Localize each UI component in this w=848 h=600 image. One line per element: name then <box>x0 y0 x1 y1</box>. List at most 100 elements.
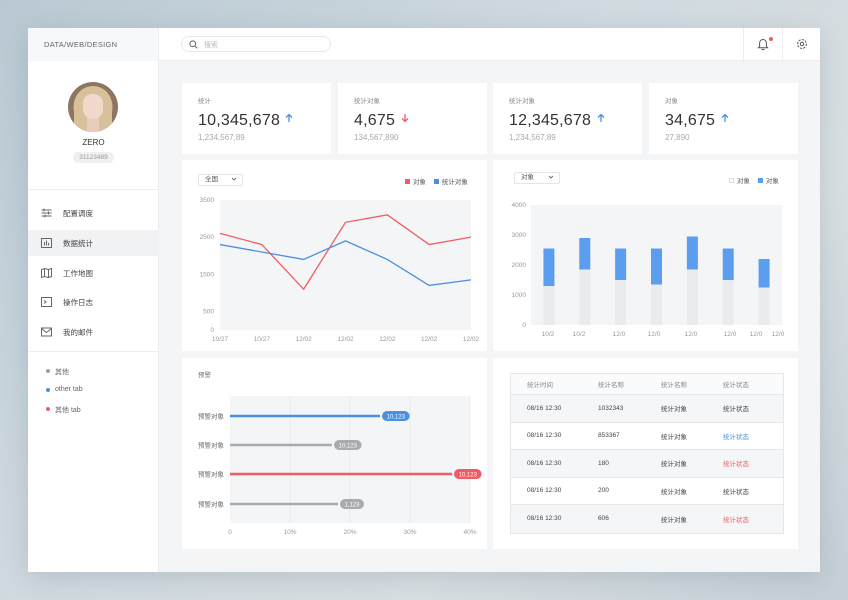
sidebar-item-log[interactable]: 操作日志 <box>28 289 159 315</box>
table-cell-object: 统计对象 <box>661 516 687 524</box>
table-row[interactable]: 08/16 12:30 200 统计对象 统计状态 <box>511 478 783 505</box>
stat-card: 统计对象 4,675 134,567,890 <box>338 83 487 154</box>
y-tick-label: 500 <box>203 308 214 315</box>
search-placeholder: 搜索 <box>204 42 218 49</box>
bar-segment-top <box>686 236 698 270</box>
region-select[interactable]: 全国 <box>198 174 243 186</box>
table-cell-status: 统计状态 <box>723 516 749 524</box>
divider <box>28 351 159 352</box>
table-row[interactable]: 08/16 12:30 1032343 统计对象 统计状态 <box>511 395 783 423</box>
legend-swatch <box>433 179 439 184</box>
bar-segment-base <box>722 280 734 325</box>
arrow-up-icon <box>285 113 293 122</box>
bar-segment-top <box>543 248 555 286</box>
bar-segment-base <box>579 269 591 325</box>
x-tick-label: 40% <box>463 529 476 536</box>
y-tick-label: 0 <box>210 327 214 334</box>
top-bar: DATA/WEB/DESIGN 搜索 <box>28 28 820 61</box>
table-cell-status: 统计状态 <box>723 406 749 414</box>
mail-icon <box>41 327 52 337</box>
table-cell-name: 1032343 <box>598 404 624 412</box>
sidebar-item-label: 我的邮件 <box>63 328 93 337</box>
search-input[interactable]: 搜索 <box>181 36 331 52</box>
warning-chart-title: 预警 <box>198 372 211 379</box>
x-tick-label: 12/02 <box>379 336 396 343</box>
sidebar-item-statistics[interactable]: 数据统计 <box>28 230 159 256</box>
y-tick-label: 3000 <box>512 232 527 239</box>
sidebar-item-config[interactable]: 配置调度 <box>28 200 159 226</box>
table-cell-name: 606 <box>598 515 609 523</box>
x-tick-label: 20% <box>343 529 356 536</box>
bar-chart-card: 对象 对象 对象 4000 3000 2000 1000 0 10/2 10/2 12/0 12… <box>493 160 798 351</box>
tag-item-other-tab[interactable]: other tab <box>28 384 159 398</box>
bar-chart: 4000 3000 2000 1000 0 10/2 10/2 12/0 12/0 12/0 12/… <box>512 202 785 338</box>
legend-swatch <box>405 179 410 184</box>
table-cell-object: 统计对象 <box>661 461 687 469</box>
value-label: 10,123 <box>387 414 406 420</box>
tag-dot <box>46 388 50 392</box>
table-cell-object: 统计对象 <box>661 406 687 414</box>
table-header-cell: 统计名称 <box>598 382 624 389</box>
notification-button[interactable] <box>743 28 781 61</box>
sidebar-item-label: 操作日志 <box>63 298 93 307</box>
x-tick-label: 12/0 <box>772 331 785 338</box>
profile-name: ZERO <box>82 138 105 147</box>
series-select[interactable]: 对象 <box>514 172 560 184</box>
table-header-cell: 统计名称 <box>661 382 687 389</box>
table-row[interactable]: 08/16 12:30 606 统计对象 统计状态 <box>511 505 783 533</box>
bar-segment-top <box>651 248 662 285</box>
legend-label: 对象 <box>737 178 750 185</box>
legend-swatch <box>729 178 734 183</box>
legend-swatch <box>757 178 763 183</box>
plot-area <box>220 200 471 330</box>
table-cell-status: 统计状态 <box>723 461 749 469</box>
table-header-cell: 统计状态 <box>723 382 749 389</box>
avatar[interactable] <box>68 82 118 132</box>
table-row[interactable]: 08/16 12:30 853367 统计对象 统计状态 <box>511 423 783 450</box>
tag-item-other[interactable]: 其他 <box>28 365 159 379</box>
value-badge <box>334 440 362 450</box>
table-cell-time: 08/16 12:30 <box>527 515 562 523</box>
table-cell-object: 统计对象 <box>661 433 687 441</box>
legend-label: 对象 <box>765 178 779 185</box>
bar-chart-icon <box>41 238 52 248</box>
value-label: 10,123 <box>339 443 358 449</box>
warning-bar-chart: 0 10% 20% 30% 40% 预警对象 10,123 预警对象 10,123 预警对象 10,… <box>198 396 482 536</box>
x-tick-label: 12/0 <box>724 331 737 338</box>
y-tick-label: 2500 <box>200 234 215 241</box>
table-header-cell: 统计时间 <box>527 382 553 389</box>
y-tick-label: 4000 <box>512 202 527 209</box>
table-cell-name: 180 <box>598 459 609 467</box>
stat-value: 34,675 <box>665 112 716 129</box>
profile-id-badge: 31123489 <box>73 152 114 163</box>
table-cell-name: 200 <box>598 487 609 495</box>
table-row[interactable]: 08/16 12:30 180 统计对象 统计状态 <box>511 450 783 478</box>
tag-item-other-tab-cn[interactable]: 其他 tab <box>28 403 159 417</box>
line-chart: 3500 2500 1500 500 0 10/27 10/27 12/02 12/02 12/0… <box>200 197 480 343</box>
value-badge <box>382 411 410 421</box>
bar-segment-top <box>615 248 627 280</box>
table-header-row: 统计时间 统计名称 统计名称 统计状态 <box>511 374 783 395</box>
search-icon <box>189 40 198 49</box>
y-tick-label: 3500 <box>200 197 215 204</box>
value-label: 1,123 <box>344 502 360 508</box>
chevron-down-icon <box>231 177 237 181</box>
x-tick-label: 12/02 <box>296 336 313 343</box>
sidebar-item-map[interactable]: 工作地图 <box>28 260 159 286</box>
tag-label: 其他 tab <box>55 407 81 414</box>
table-cell-status: 统计状态 <box>723 433 749 441</box>
stat-label: 统计对象 <box>354 98 380 105</box>
sidebar-item-label: 数据统计 <box>63 239 93 248</box>
bar-category-label: 预警对象 <box>198 470 225 479</box>
stat-label: 统计对象 <box>509 98 535 105</box>
arrow-up-icon <box>597 113 605 122</box>
stat-sub-value: 134,567,890 <box>354 133 399 142</box>
sidebar-item-label: 工作地图 <box>63 269 93 278</box>
settings-button[interactable] <box>782 28 820 61</box>
bell-icon <box>757 38 769 51</box>
stat-card: 对象 34,675 27,890 <box>649 83 798 154</box>
bar-category-label: 预警对象 <box>198 441 225 450</box>
y-tick-label: 1000 <box>512 292 527 299</box>
sidebar-item-mail[interactable]: 我的邮件 <box>28 319 159 345</box>
log-icon <box>41 297 52 307</box>
